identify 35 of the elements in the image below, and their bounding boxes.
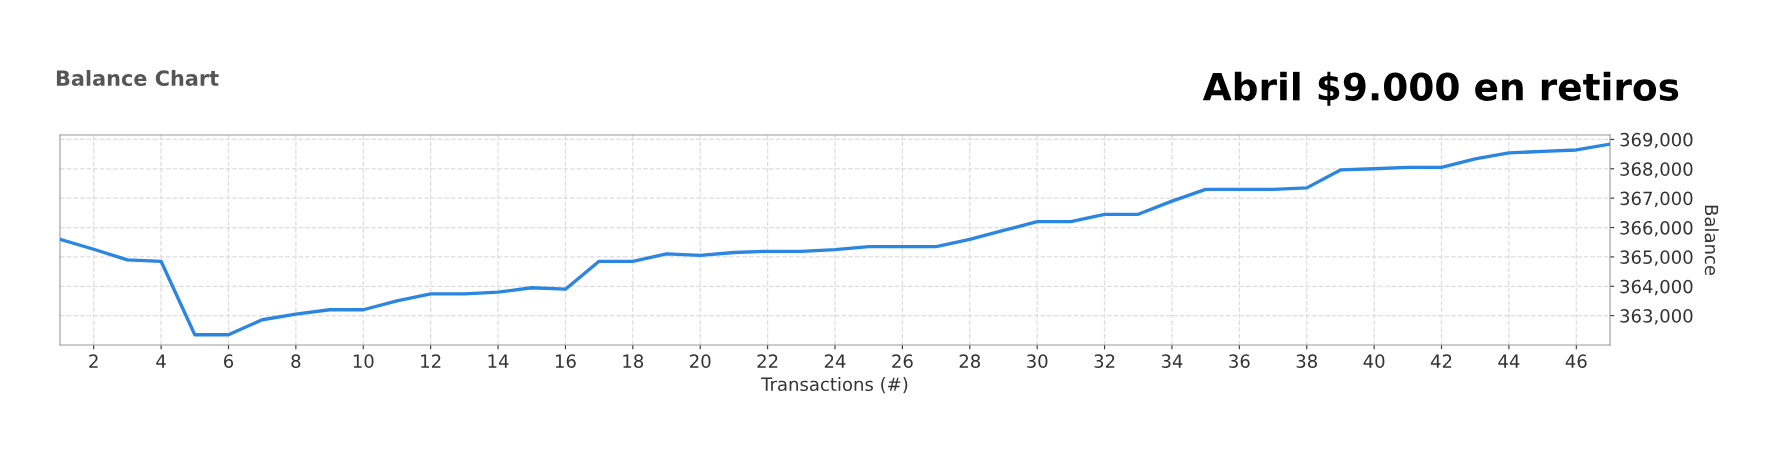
y-tick-label: 364,000 (1620, 279, 1693, 296)
x-tick-label: 8 (291, 354, 301, 368)
x-tick-label: 30 (1027, 354, 1048, 368)
y-tick-label: 363,000 (1620, 309, 1693, 325)
x-tick-label: 34 (1161, 354, 1183, 368)
x-tick-label: 26 (892, 354, 913, 368)
x-tick-label: 14 (488, 354, 509, 368)
x-tick-label: 28 (959, 354, 981, 368)
y-tick-label: 369,000 (1620, 132, 1693, 149)
x-tick-label: 12 (421, 354, 441, 368)
x-tick-label: 16 (555, 354, 576, 368)
x-tick-label: 4 (156, 354, 166, 368)
text: Abril $9.000 en retiros (1202, 71, 1679, 106)
line-series (60, 142, 1610, 337)
x-tick-label: 6 (224, 354, 234, 368)
x-tick-label: 22 (757, 354, 778, 368)
x-tick-label: 44 (1498, 354, 1520, 368)
x-tick-label: 40 (1363, 354, 1385, 368)
x-tick-label: 32 (1094, 354, 1115, 368)
x-tick-label: 46 (1565, 354, 1587, 368)
y-tick-label: 365,000 (1620, 250, 1693, 266)
x-tick-label: 18 (623, 354, 644, 368)
chart-title: Balance Chart (56, 69, 219, 87)
x-tick-label: 38 (1296, 354, 1317, 368)
x-tick-label: 20 (690, 354, 711, 368)
y-axis-title: Balance (1704, 205, 1719, 276)
y-tick-label: 367,000 (1620, 191, 1693, 208)
x-tick-label: 24 (824, 354, 846, 368)
x-axis-title: Transactions (#) (761, 377, 908, 394)
x-tick-label: 10 (353, 354, 374, 368)
x-tick-label: 2 (89, 354, 98, 368)
y-tick-label: 368,000 (1620, 162, 1693, 178)
y-tick-label: 366,000 (1620, 220, 1693, 237)
x-tick-label: 36 (1229, 354, 1250, 368)
x-tick-label: 42 (1430, 354, 1452, 368)
